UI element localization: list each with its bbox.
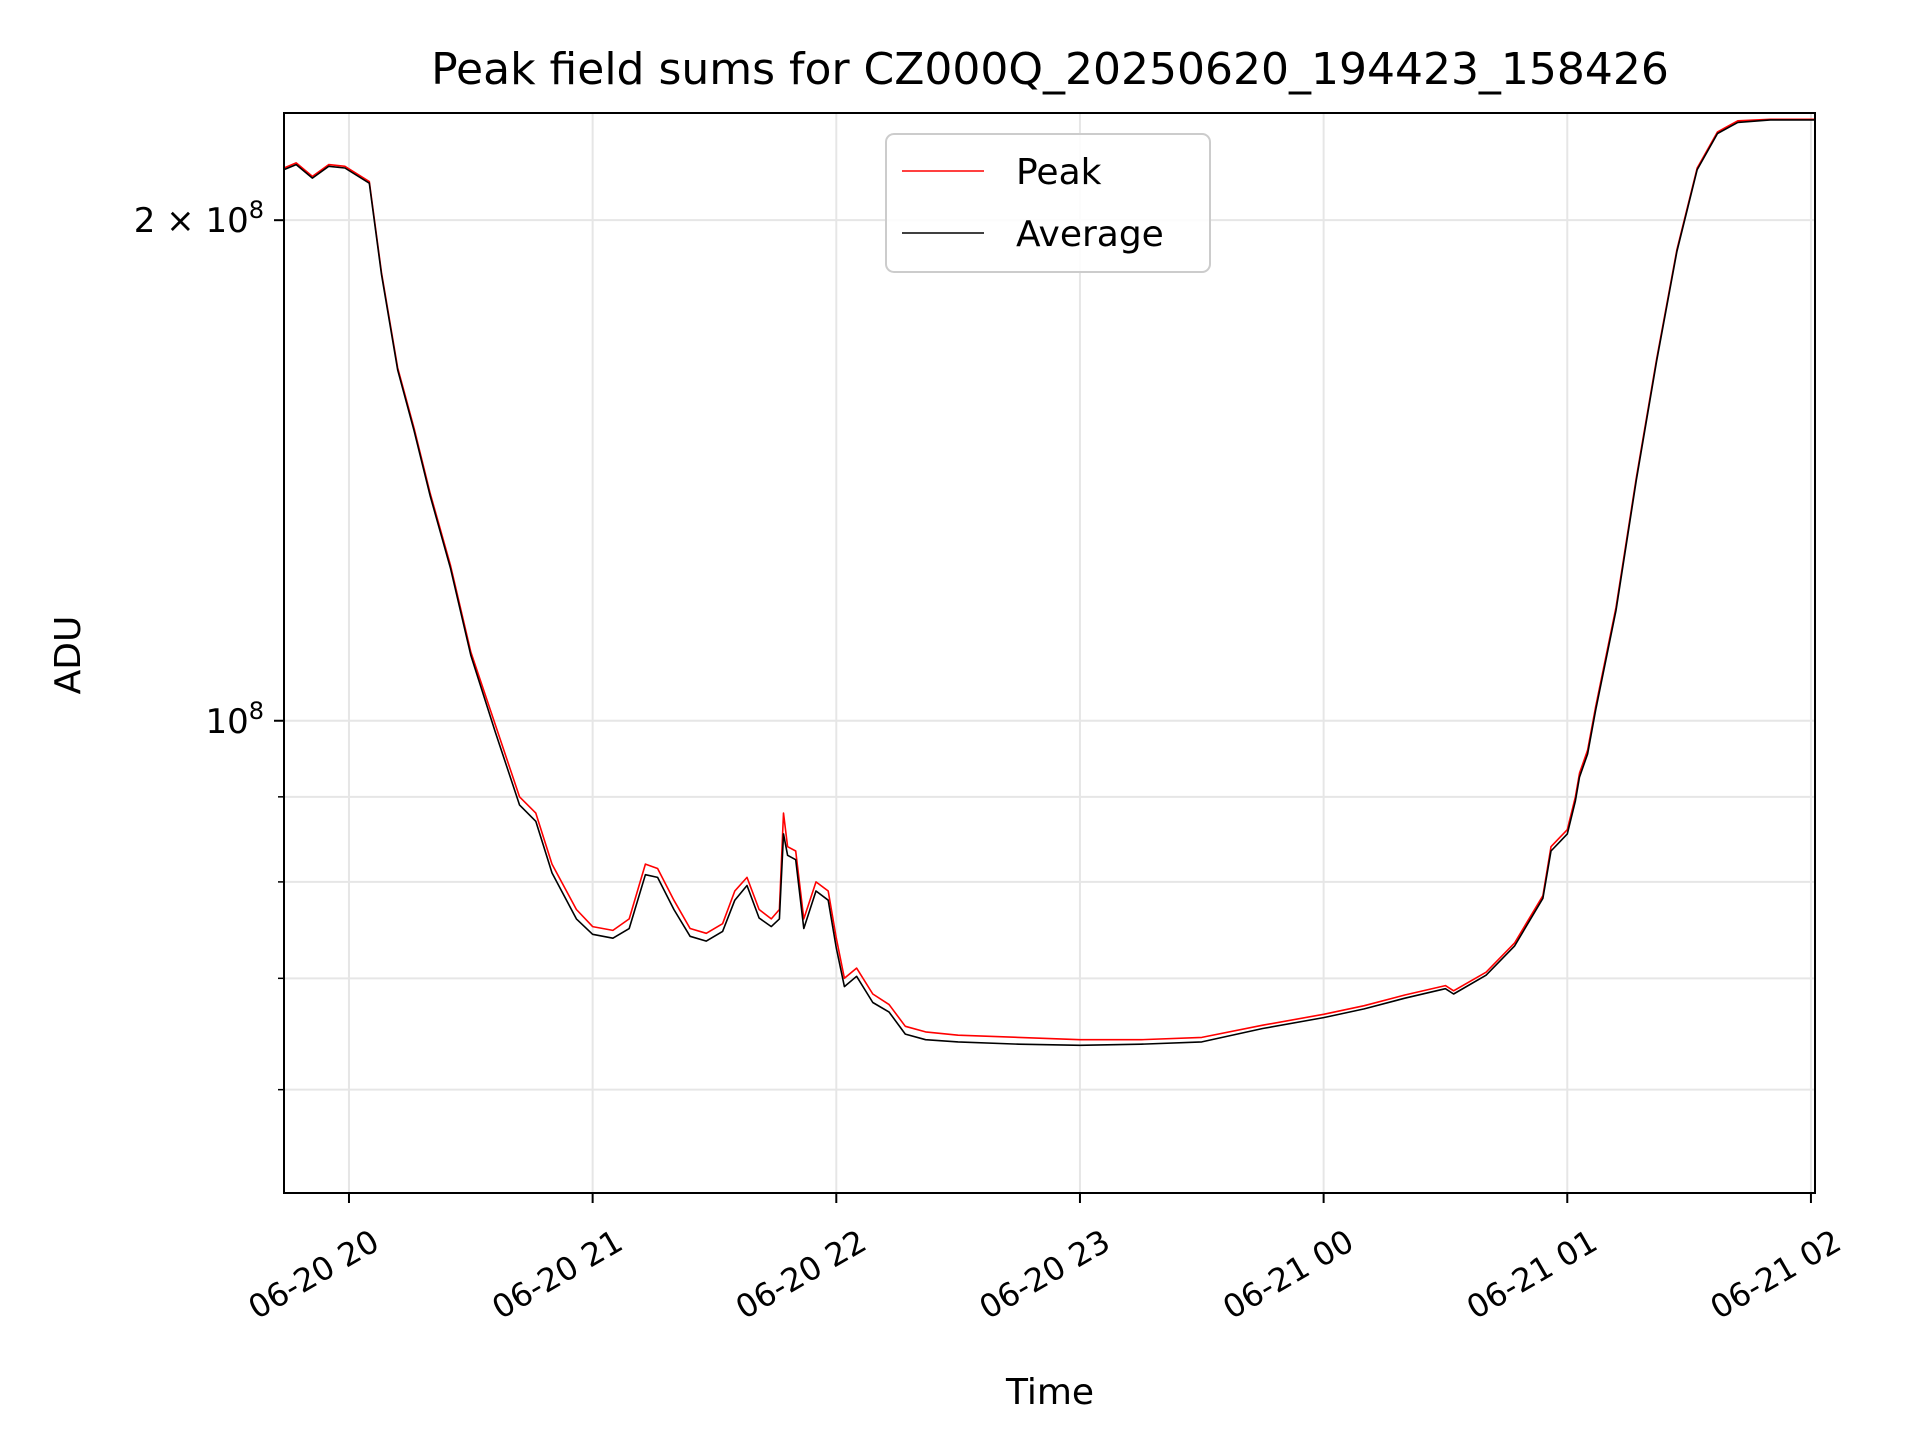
plot-area bbox=[284, 118, 1815, 1047]
y-axis-label: ADU bbox=[48, 616, 89, 695]
axes-frame bbox=[283, 112, 1816, 1194]
grid-lines bbox=[284, 113, 1815, 1193]
chart-title: Peak field sums for CZ000Q_20250620_1944… bbox=[431, 44, 1669, 95]
legend-box bbox=[885, 133, 1211, 273]
x-axis-label: Time bbox=[1005, 1372, 1094, 1413]
series-line-peak bbox=[284, 118, 1815, 1041]
series-line-average bbox=[284, 119, 1815, 1047]
legend-label-peak: Peak bbox=[1016, 152, 1102, 193]
legend-label-average: Average bbox=[1016, 214, 1164, 255]
y-tick-label: 2 × 108 bbox=[134, 196, 264, 241]
legend: Peak Average bbox=[885, 133, 1211, 273]
